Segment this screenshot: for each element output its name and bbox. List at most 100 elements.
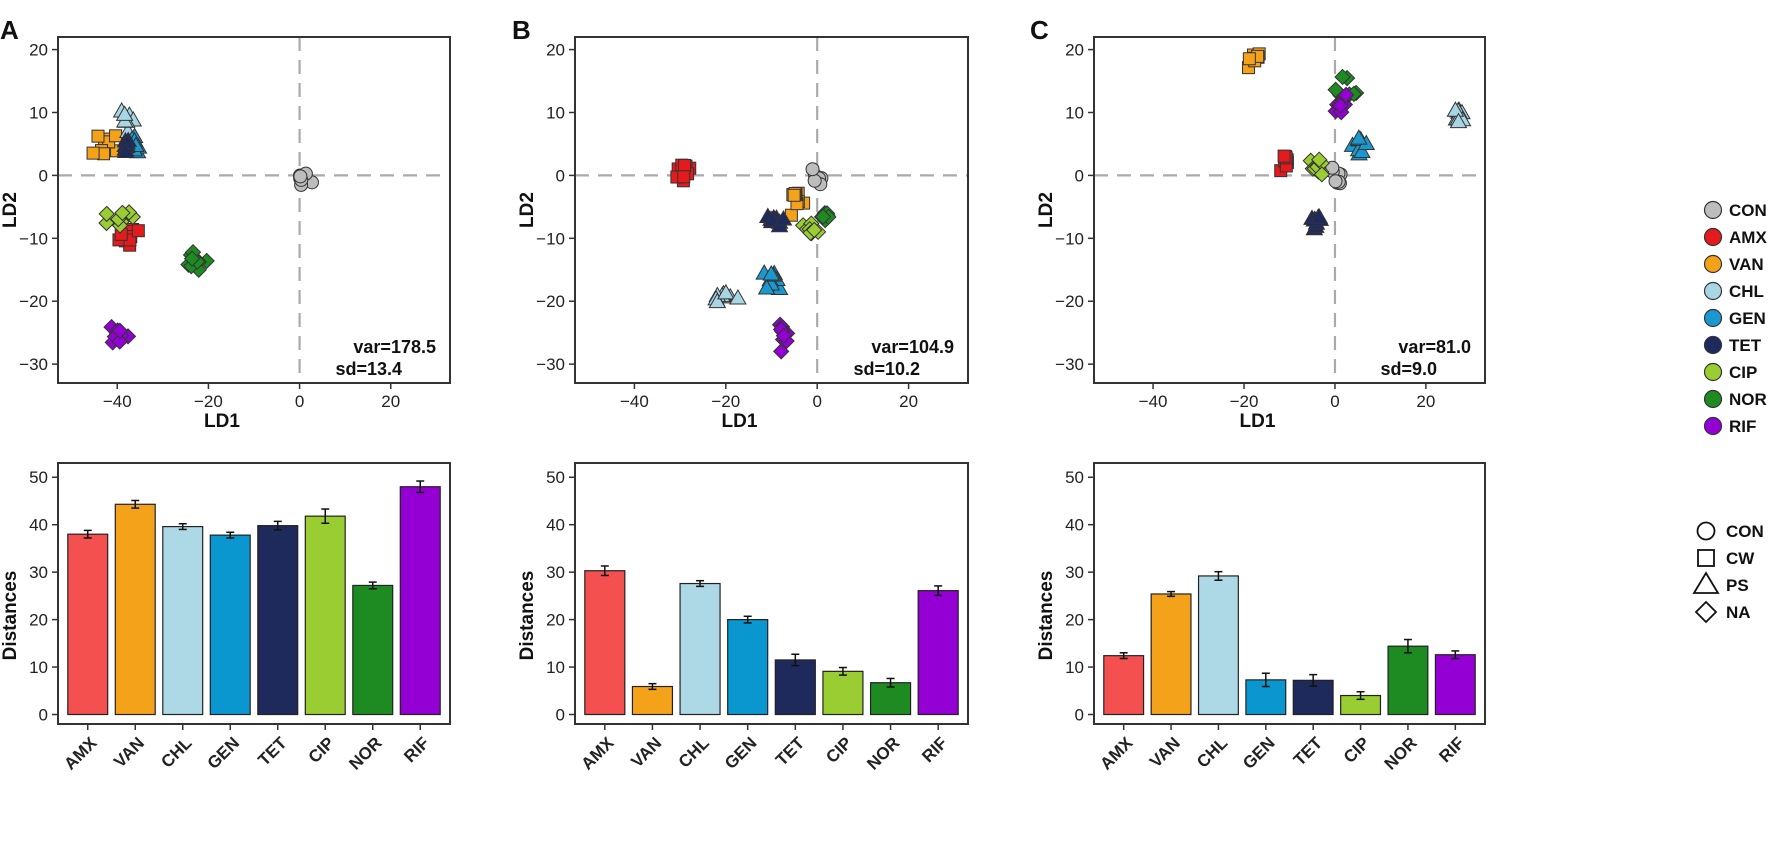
y-tick-label: 30 (546, 563, 565, 582)
y-axis-title: Distances (1036, 571, 1057, 661)
category-label-chl: CHL (157, 733, 195, 771)
scatter-point-chl (708, 292, 727, 309)
scatter-point-amx (1277, 149, 1291, 163)
legend-shape-label-na: NA (1726, 603, 1751, 622)
category-label-amx: AMX (577, 733, 618, 774)
y-tick-label: 20 (29, 41, 48, 60)
y-tick-label: 0 (556, 166, 565, 185)
scatter-point-con (1325, 160, 1340, 175)
y-tick-label: 0 (1075, 166, 1084, 185)
category-label-cip: CIP (1340, 733, 1373, 766)
bar-chl (1197, 575, 1239, 716)
scatter-point-tet (774, 210, 793, 226)
y-tick-label: 40 (546, 516, 565, 535)
scatter-point-chl (1446, 101, 1465, 117)
shape-legend: CON CW PS NA (1692, 521, 1764, 624)
x-tick-label: 0 (295, 392, 304, 411)
x-tick-label: 0 (1330, 392, 1339, 411)
scatter-point-rif (772, 343, 790, 360)
bar-rif (399, 486, 441, 716)
bar-chl (679, 582, 721, 716)
scatter-point-nor (1334, 68, 1351, 86)
bar-tet (774, 659, 816, 716)
x-tick-label: 20 (1416, 392, 1435, 411)
scatter-point-amx (677, 170, 691, 184)
category-label-rif: RIF (918, 733, 951, 766)
scatter-point-chl (717, 283, 735, 300)
bar-nor (352, 584, 394, 716)
category-label-rif: RIF (1435, 733, 1468, 766)
category-label-gen: GEN (721, 733, 760, 772)
scatter-point-gen (757, 278, 776, 295)
y-tick-label: −20 (1055, 292, 1084, 311)
legend-swatch-con (1703, 200, 1723, 220)
y-axis-title: LD2 (517, 192, 538, 228)
scatter-point-rif (111, 322, 129, 339)
scatter-point-amx (131, 224, 145, 238)
scatter-point-gen (1349, 129, 1368, 145)
category-label-tet: TET (772, 733, 809, 770)
x-tick-label: −20 (1230, 392, 1259, 411)
y-tick-label: 0 (556, 706, 565, 725)
y-tick-label: 20 (1065, 41, 1084, 60)
legend-label-cip: CIP (1729, 363, 1757, 382)
x-tick-label: 0 (812, 392, 821, 411)
y-tick-label: 50 (29, 468, 48, 487)
legend-label-rif: RIF (1729, 417, 1756, 436)
scatter-point-tet (1310, 208, 1329, 224)
category-label-chl: CHL (1193, 733, 1231, 771)
bar-van (1150, 593, 1192, 716)
y-tick-label: −20 (536, 292, 565, 311)
bar-panel-a: AMX VAN CHL GEN TET CIP NOR RIF 0 10 20 30 40 50 Dista… (0, 462, 451, 774)
x-axis-title: LD1 (204, 411, 240, 432)
scatter-point-con (293, 169, 308, 184)
panel-label-c: C (1030, 15, 1049, 45)
legend-swatch-gen (1703, 308, 1723, 328)
y-tick-label: 10 (29, 103, 48, 122)
legend-swatch-amx (1703, 227, 1723, 247)
bar-gen (209, 534, 251, 716)
y-tick-label: 40 (29, 516, 48, 535)
legend-swatch-tet (1703, 335, 1723, 355)
y-tick-label: −30 (19, 355, 48, 374)
x-tick-label: 20 (381, 392, 400, 411)
x-tick-label: −40 (103, 392, 132, 411)
y-tick-label: 50 (1065, 468, 1084, 487)
variance-label: var=104.9 (871, 337, 954, 357)
y-tick-label: −10 (536, 229, 565, 248)
scatter-point-cip (806, 221, 823, 239)
bar-rif (917, 590, 959, 716)
category-label-van: VAN (1146, 733, 1184, 771)
panel-label-a: A (0, 15, 19, 45)
scatter-point-nor (814, 208, 832, 225)
legend-shape-label-ps: PS (1726, 576, 1749, 595)
scatter-point-cip (98, 205, 115, 223)
legend-label-con: CON (1729, 201, 1767, 220)
legend-triangle-icon (1692, 571, 1720, 594)
category-label-gen: GEN (204, 733, 243, 772)
y-tick-label: 0 (39, 706, 48, 725)
y-tick-label: 20 (29, 611, 48, 630)
plot-frame (1093, 36, 1486, 384)
legend-label-van: VAN (1729, 255, 1764, 274)
scatter-point-cip (1310, 151, 1328, 168)
panel-label-b: B (512, 15, 531, 45)
bar-amx (584, 570, 626, 716)
legend-swatch-nor (1703, 389, 1723, 409)
bar-amx (67, 533, 109, 716)
y-tick-label: 10 (546, 658, 565, 677)
bar-van (114, 503, 156, 716)
category-label-cip: CIP (305, 733, 338, 766)
y-tick-label: 30 (29, 563, 48, 582)
legend-shape-label-con: CON (1726, 522, 1764, 541)
y-tick-label: 50 (546, 468, 565, 487)
legend-shape-label-cw: CW (1726, 549, 1755, 568)
sd-label: sd=10.2 (853, 359, 920, 379)
scatter-point-van (1242, 52, 1256, 66)
scatter-point-gen (762, 265, 781, 281)
y-tick-label: 20 (1065, 611, 1084, 630)
bar-panel-b: AMX VAN CHL GEN TET CIP NOR RIF 0 10 20 30 40 50 Dista… (517, 462, 969, 774)
y-tick-label: 10 (546, 103, 565, 122)
legend-circle-icon (1696, 521, 1716, 541)
